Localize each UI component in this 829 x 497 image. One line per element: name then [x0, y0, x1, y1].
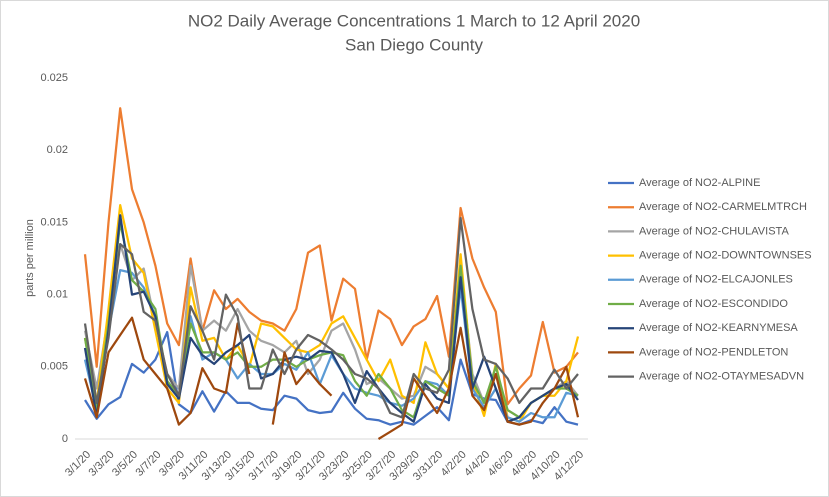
series-line — [83, 216, 579, 419]
legend-label: Average of NO2-ELCAJONLES — [639, 274, 793, 286]
y-tick-label: 0.02 — [47, 144, 68, 156]
y-axis-label: parts per million — [24, 219, 36, 297]
legend-label: Average of NO2-PENDLETON — [639, 346, 788, 358]
series-line — [83, 107, 579, 406]
chart-subtitle: San Diego County — [345, 35, 483, 54]
legend-label: Average of NO2-OTAYMESADVN — [639, 371, 804, 383]
series-line — [83, 316, 580, 440]
y-tick-label: 0.015 — [40, 216, 68, 228]
chart-title: NO2 Daily Average Concentrations 1 March… — [188, 11, 640, 30]
y-tick-label: 0.01 — [47, 289, 68, 301]
legend-label: Average of NO2-KEARNYMESA — [639, 322, 798, 334]
series-line — [83, 214, 579, 423]
series-line — [84, 330, 579, 426]
legend-label: Average of NO2-CHULAVISTA — [639, 225, 789, 237]
legend-label: Average of NO2-DOWNTOWNSES — [639, 250, 812, 262]
y-tick-label: 0 — [62, 433, 68, 445]
y-tick-label: 0.005 — [40, 361, 68, 373]
y-tick-label: 0.025 — [40, 72, 68, 84]
legend-label: Average of NO2-ESCONDIDO — [639, 298, 788, 310]
legend-label: Average of NO2-CARMELMTRCH — [639, 201, 807, 213]
legend-label: Average of NO2-ALPINE — [639, 177, 760, 189]
